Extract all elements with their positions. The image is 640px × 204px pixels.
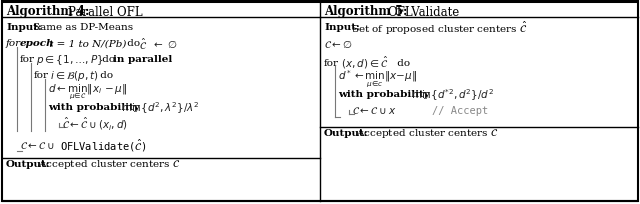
Text: Accepted cluster centers $\mathcal{C}$: Accepted cluster centers $\mathcal{C}$ bbox=[38, 158, 180, 171]
Text: $\mathcal{C} \leftarrow \mathcal{C} \cup x$: $\mathcal{C} \leftarrow \mathcal{C} \cup… bbox=[352, 105, 396, 116]
Text: in parallel: in parallel bbox=[113, 55, 172, 64]
Text: $\mathcal{C} \leftarrow \emptyset$: $\mathcal{C} \leftarrow \emptyset$ bbox=[324, 38, 353, 50]
Text: Set of proposed cluster centers $\hat{\mathcal{C}}$: Set of proposed cluster centers $\hat{\m… bbox=[351, 19, 527, 37]
Text: Algorithm 5:: Algorithm 5: bbox=[324, 6, 408, 18]
Text: Output:: Output: bbox=[6, 160, 51, 169]
Text: do: do bbox=[124, 39, 143, 48]
Text: $i \in \mathcal{B}(p,t)$: $i \in \mathcal{B}(p,t)$ bbox=[47, 69, 99, 83]
Text: $p \in \{1, \ldots, P\}$: $p \in \{1, \ldots, P\}$ bbox=[33, 53, 104, 67]
Text: epoch: epoch bbox=[20, 39, 54, 48]
Text: $\hat{\mathcal{C}}$: $\hat{\mathcal{C}}$ bbox=[139, 36, 147, 51]
Text: $\leftarrow$ $\emptyset$: $\leftarrow$ $\emptyset$ bbox=[148, 38, 177, 50]
Text: OFLValidate($\hat{\mathcal{C}}$): OFLValidate($\hat{\mathcal{C}}$) bbox=[60, 137, 147, 153]
Text: for: for bbox=[34, 71, 49, 80]
Text: $\min\left\{d^2, \lambda^2\right\}/\lambda^2$: $\min\left\{d^2, \lambda^2\right\}/\lamb… bbox=[121, 100, 200, 115]
Text: $\hat{\mathcal{C}} \leftarrow \hat{\mathcal{C}} \cup (x_i, d)$: $\hat{\mathcal{C}} \leftarrow \hat{\math… bbox=[62, 115, 128, 132]
Text: do: do bbox=[99, 55, 118, 64]
Text: Parallel OFL: Parallel OFL bbox=[68, 6, 143, 18]
Text: Same as DP-Means: Same as DP-Means bbox=[33, 23, 133, 32]
Text: t = 1 to N/(Pb): t = 1 to N/(Pb) bbox=[46, 39, 126, 48]
Text: for: for bbox=[20, 55, 35, 64]
Text: Output:: Output: bbox=[324, 129, 369, 138]
Text: $\min\left\{d^{*2}, d^2\right\}/d^2$: $\min\left\{d^{*2}, d^2\right\}/d^2$ bbox=[411, 87, 494, 102]
Text: $\mathcal{C} \leftarrow \mathcal{C} \cup$: $\mathcal{C} \leftarrow \mathcal{C} \cup… bbox=[20, 140, 55, 151]
Text: // Accept: // Accept bbox=[432, 105, 488, 115]
Text: do: do bbox=[394, 58, 410, 67]
Text: Input:: Input: bbox=[324, 23, 360, 32]
Text: with probability: with probability bbox=[48, 103, 140, 112]
Text: Algorithm 4:: Algorithm 4: bbox=[6, 6, 90, 18]
Text: OFLValidate: OFLValidate bbox=[387, 6, 460, 18]
Text: $(x, d) \in \hat{\mathcal{C}}$: $(x, d) \in \hat{\mathcal{C}}$ bbox=[338, 55, 388, 71]
Text: $d^* \leftarrow \min_{\mu \in c} \|x - \mu\|$: $d^* \leftarrow \min_{\mu \in c} \|x - \… bbox=[338, 68, 417, 89]
Text: with probability: with probability bbox=[338, 90, 429, 99]
Text: do: do bbox=[97, 71, 113, 80]
Text: Accepted cluster centers $\mathcal{C}$: Accepted cluster centers $\mathcal{C}$ bbox=[356, 127, 499, 140]
Text: Input:: Input: bbox=[6, 23, 42, 32]
Text: for: for bbox=[324, 58, 339, 67]
Text: $d \leftarrow \min_{\mu \in \mathcal{C}} \|x_i - \mu\|$: $d \leftarrow \min_{\mu \in \mathcal{C}}… bbox=[48, 82, 127, 101]
Text: for: for bbox=[6, 39, 21, 48]
